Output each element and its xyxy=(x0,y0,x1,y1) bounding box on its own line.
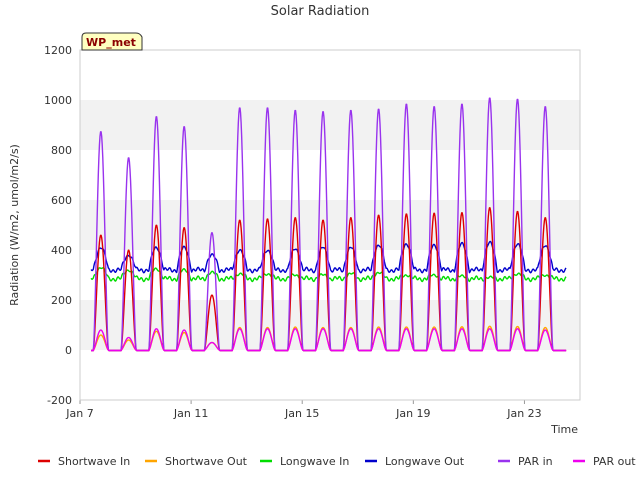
badge-label: WP_met xyxy=(86,36,136,49)
x-tick-label: Jan 19 xyxy=(395,407,430,420)
badge-shape xyxy=(81,32,143,51)
legend-label: Longwave In xyxy=(280,455,349,468)
series-line-par-out xyxy=(90,328,567,352)
y-tick-label: 400 xyxy=(51,244,72,257)
grid-band xyxy=(80,150,580,200)
grid-band xyxy=(80,200,580,250)
grid-band xyxy=(80,50,580,100)
legend-label: Shortwave In xyxy=(58,455,130,468)
y-tick-label: -200 xyxy=(47,394,72,407)
series-lines xyxy=(90,97,567,352)
legend-label: Shortwave Out xyxy=(165,455,248,468)
y-tick-label: 800 xyxy=(51,144,72,157)
x-tick-label: Jan 7 xyxy=(65,407,93,420)
legend-label: PAR out xyxy=(593,455,636,468)
grid-band xyxy=(80,250,580,300)
y-axis-ticks: -200 0 200 400 600 800 1000 1200 xyxy=(44,44,72,407)
y-tick-label: 1000 xyxy=(44,94,72,107)
grid-band xyxy=(80,350,580,400)
y-axis-label: Radiation (W/m2, umol/m2/s) xyxy=(8,144,21,306)
y-tick-label: 1200 xyxy=(44,44,72,57)
x-tick-label: Jan 23 xyxy=(506,407,541,420)
grid-band xyxy=(80,100,580,150)
plot-area xyxy=(80,50,580,400)
chart-title: Solar Radiation xyxy=(271,4,370,19)
x-tick-label: Jan 15 xyxy=(284,407,319,420)
y-tick-label: 600 xyxy=(51,194,72,207)
y-tick-label: 200 xyxy=(51,294,72,307)
x-tick-label: Jan 11 xyxy=(173,407,208,420)
legend-label: Longwave Out xyxy=(385,455,465,468)
legend-label: PAR in xyxy=(518,455,553,468)
plot-frame xyxy=(79,49,581,401)
station-badge: WP_met xyxy=(81,32,143,51)
y-tick-label: 0 xyxy=(65,344,72,357)
x-axis-ticks: Jan 7 Jan 11 Jan 15 Jan 19 Jan 23 xyxy=(65,400,542,420)
legend: Shortwave In Shortwave Out Longwave In Long… xyxy=(38,455,636,468)
x-axis-label: Time xyxy=(550,423,578,436)
